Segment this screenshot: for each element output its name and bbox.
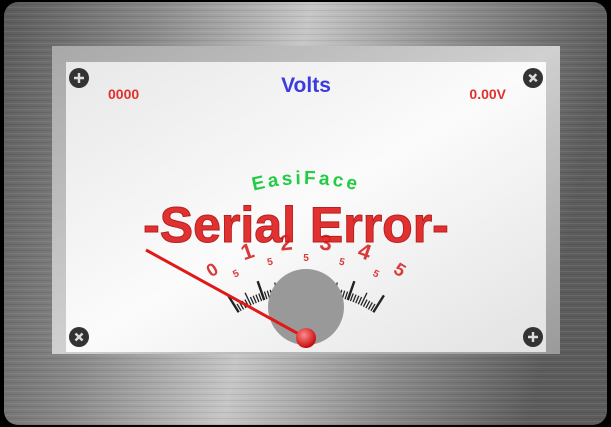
scale-minor-tick — [360, 292, 368, 306]
scale-minor-tick — [349, 293, 354, 302]
scale-major-tick — [346, 280, 356, 301]
screw-plus-icon — [69, 68, 89, 88]
meter-title: Volts — [281, 74, 331, 97]
voltage-readout: 0.00V — [469, 86, 506, 102]
screw-plus-icon — [523, 68, 543, 88]
scale-minor-tick — [266, 290, 271, 299]
scale-minor-label: 5 — [338, 257, 346, 269]
scale-minor-tick — [255, 294, 260, 303]
scale-minor-tick — [370, 303, 376, 312]
scale-minor-tick — [252, 295, 257, 304]
scale-minor-tick — [341, 290, 346, 299]
scale-minor-label: 5 — [231, 268, 241, 281]
scale-major-tick — [256, 280, 266, 301]
scale-minor-label: 5 — [303, 253, 309, 264]
scale-major-label: 3 — [318, 230, 333, 256]
scale-minor-tick — [352, 294, 357, 303]
scale-minor-tick — [239, 302, 245, 310]
scale-minor-tick — [367, 302, 373, 310]
scale-major-tick — [372, 294, 385, 313]
scale-minor-tick — [236, 303, 242, 312]
scale-minor-tick — [244, 292, 252, 306]
screw-plus-icon — [523, 327, 543, 347]
scale-minor-tick — [249, 296, 255, 305]
scale-minor-label: 5 — [371, 268, 381, 281]
scale-minor-tick — [362, 299, 368, 308]
scale-minor-tick — [263, 291, 268, 300]
scale-minor-tick — [344, 291, 349, 300]
scale-minor-tick — [258, 293, 263, 302]
screw-x-icon — [69, 327, 89, 347]
scale-major-label: 2 — [279, 230, 294, 256]
counter-readout: 0000 — [108, 86, 139, 102]
scale-minor-tick — [365, 300, 371, 309]
scale-minor-tick — [355, 295, 360, 304]
meter-needle — [145, 248, 307, 340]
needle-pivot — [296, 328, 316, 348]
scale-major-tick — [227, 294, 240, 313]
scale-minor-label: 5 — [266, 256, 274, 268]
scale-minor-tick — [357, 296, 363, 305]
serial-error-message: -Serial Error- — [143, 197, 449, 253]
